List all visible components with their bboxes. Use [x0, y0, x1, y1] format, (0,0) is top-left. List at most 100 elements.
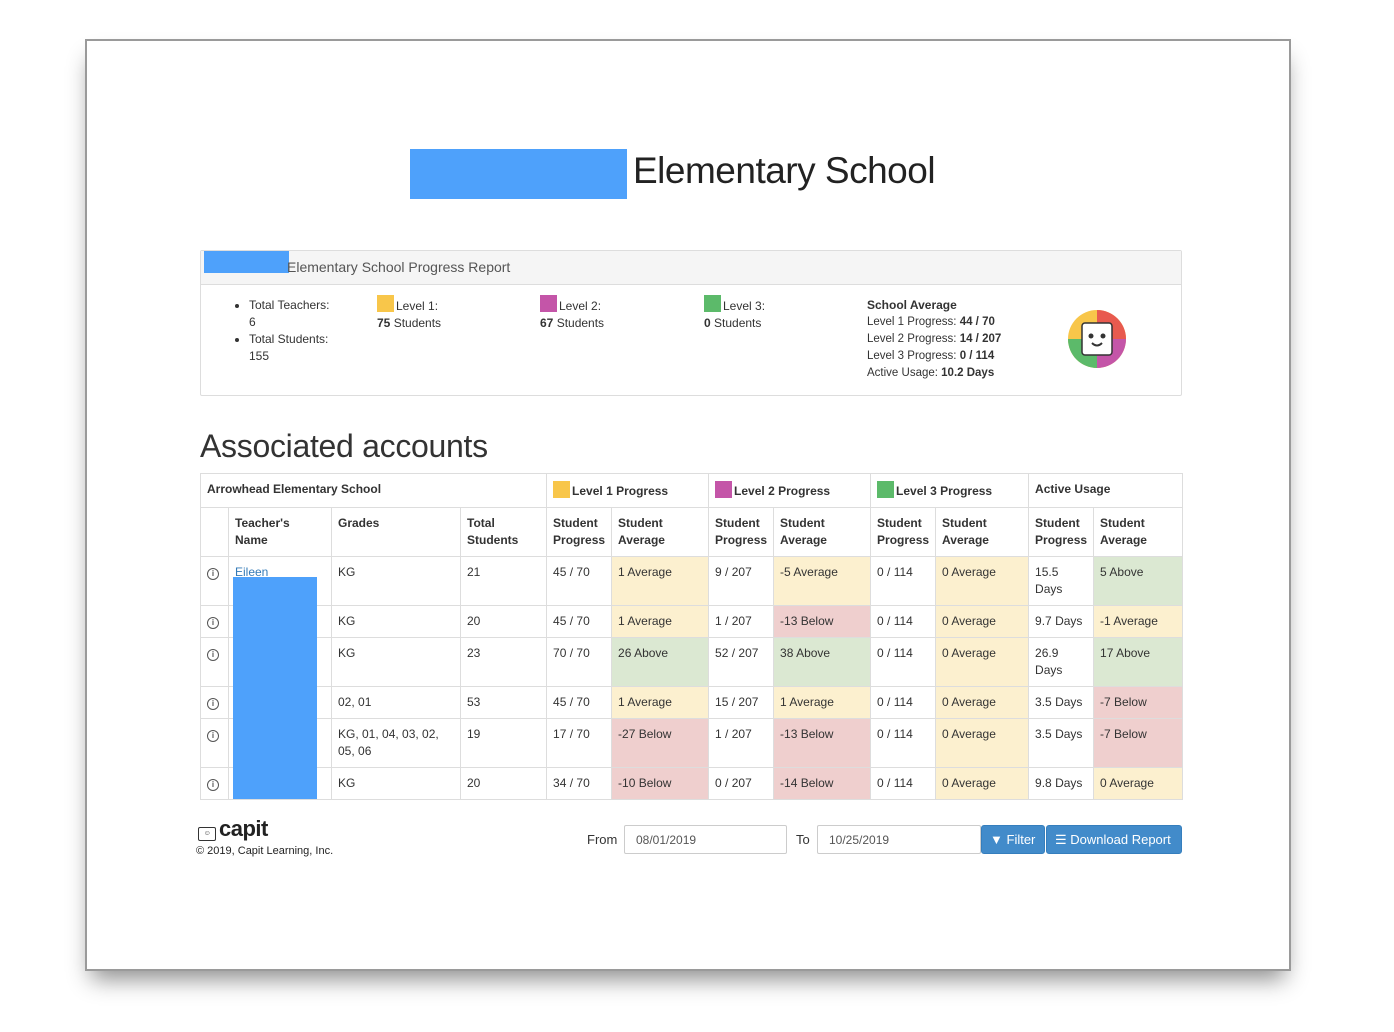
row-info-cell[interactable]: i: [200, 767, 229, 800]
level-2-average-cell: 1 Average: [773, 686, 872, 719]
level-2-progress-cell: 52 / 207: [708, 637, 775, 687]
level-1-count: 75: [377, 316, 391, 330]
level-3-average-cell: 0 Average: [935, 767, 1030, 800]
column-header: Student Progress: [870, 507, 937, 557]
panel-heading-text: Elementary School Progress Report: [287, 259, 511, 275]
level-3-progress-cell: 0 / 114: [870, 767, 937, 800]
usage-progress-cell: 15.5 Days: [1028, 556, 1095, 606]
level-3-average-cell: 0 Average: [935, 556, 1030, 606]
column-header: Student Average: [935, 507, 1030, 557]
level-2-average-cell: -13 Below: [773, 718, 872, 768]
level-3-progress-cell: 0 / 114: [870, 605, 937, 638]
level-1-suffix: Students: [390, 316, 442, 330]
table-group-header: Arrowhead Elementary School Level 1 Prog…: [199, 473, 1184, 508]
info-icon[interactable]: i: [207, 568, 219, 580]
active-usage-group-header: Active Usage: [1028, 473, 1184, 508]
row-info-cell[interactable]: i: [200, 556, 229, 606]
column-header: Student Progress: [1028, 507, 1095, 557]
usage-progress-cell: 26.9 Days: [1028, 637, 1095, 687]
info-icon[interactable]: i: [207, 779, 219, 791]
column-header: Student Average: [611, 507, 710, 557]
info-icon[interactable]: i: [207, 698, 219, 710]
avg-level-3-label: Level 3 Progress:: [867, 350, 960, 362]
redacted-teacher-names: [233, 577, 317, 799]
level-2-group-header: Level 2 Progress: [708, 473, 872, 508]
level-1-average-cell: 1 Average: [611, 605, 710, 638]
to-date-input[interactable]: [817, 825, 981, 854]
level-1-group-header: Level 1 Progress: [546, 473, 710, 508]
level-1-label: Level 1:: [396, 299, 439, 313]
column-header: Grades: [331, 507, 461, 557]
column-header: Total Students: [459, 507, 548, 557]
level-1-group-label: Level 1 Progress: [572, 484, 669, 498]
school-name-header: Arrowhead Elementary School: [199, 473, 548, 508]
grades-cell: KG: [331, 605, 461, 638]
level-1-average-cell: -10 Below: [611, 767, 710, 800]
total-students-cell: 20: [459, 767, 548, 800]
level-2-progress-cell: 1 / 207: [708, 605, 775, 638]
table-row: i KG 20 45 / 70 1 Average 1 / 207 -13 Be…: [200, 605, 1184, 638]
capit-mascot-icon: [1068, 310, 1126, 368]
level-2-progress-cell: 0 / 207: [708, 767, 775, 800]
row-info-cell[interactable]: i: [200, 637, 229, 687]
page-title: Elementary School: [633, 150, 936, 191]
row-info-cell[interactable]: i: [200, 686, 229, 719]
row-info-cell[interactable]: i: [200, 718, 229, 768]
teacher-name-link[interactable]: Eileen: [235, 565, 269, 579]
table-row: i 02, 01 53 45 / 70 1 Average 15 / 207 1…: [200, 686, 1184, 719]
total-teachers: Total Teachers: 6: [249, 297, 339, 331]
info-icon[interactable]: i: [207, 617, 219, 629]
school-average: School Average Level 1 Progress: 44 / 70…: [867, 297, 1001, 382]
usage-average-cell: 17 Above: [1093, 637, 1184, 687]
avg-level-1-label: Level 1 Progress:: [867, 316, 960, 328]
level-1-average-cell: 1 Average: [611, 556, 710, 606]
avg-usage-label: Active Usage:: [867, 367, 942, 379]
table-row: i KG 20 34 / 70 -10 Below 0 / 207 -14 Be…: [200, 767, 1184, 800]
panel-heading: Elementary School Progress Report: [201, 251, 1181, 285]
column-header: Student Average: [773, 507, 872, 557]
avg-level-3-value: 0 / 114: [959, 350, 995, 362]
column-header-info: [200, 507, 229, 557]
level-2-progress-cell: 15 / 207: [708, 686, 775, 719]
info-icon[interactable]: i: [207, 649, 219, 661]
usage-average-cell: 0 Average: [1093, 767, 1184, 800]
level-2-average-cell: -13 Below: [773, 605, 872, 638]
level-2-suffix: Students: [553, 316, 605, 330]
level-3-count: 0: [704, 316, 711, 330]
table-row: i Eileen KG 21 45 / 70 1 Average 9 / 207…: [200, 556, 1184, 606]
from-date-input[interactable]: [624, 825, 787, 854]
level-3-summary: Level 3: 0 Students: [704, 295, 765, 332]
column-header: Student Progress: [708, 507, 775, 557]
level-1-progress-cell: 34 / 70: [546, 767, 613, 800]
school-stats-list: Total Teachers: 6 Total Students: 155: [231, 297, 339, 365]
usage-average-cell: -7 Below: [1093, 718, 1184, 768]
grades-cell: 02, 01: [331, 686, 461, 719]
filter-button[interactable]: ▼ Filter: [981, 825, 1045, 854]
level-3-group-swatch: [877, 481, 895, 498]
capit-logo-text: capit: [219, 816, 268, 841]
level-1-average-cell: -27 Below: [611, 718, 710, 768]
table-row: i KG, 01, 04, 03, 02, 05, 06 19 17 / 70 …: [200, 718, 1184, 768]
row-info-cell[interactable]: i: [200, 605, 229, 638]
avg-usage-value: 10.2 Days: [941, 367, 995, 379]
capit-logo: ☺ capit: [198, 816, 268, 842]
column-header: Student Average: [1093, 507, 1184, 557]
level-2-label: Level 2:: [559, 299, 602, 313]
usage-progress-cell: 3.5 Days: [1028, 686, 1095, 719]
section-title: Associated accounts: [200, 428, 488, 464]
avg-level-2-label: Level 2 Progress:: [867, 333, 960, 345]
download-report-button[interactable]: ☰ Download Report: [1046, 825, 1182, 854]
info-icon[interactable]: i: [207, 730, 219, 742]
level-3-group-label: Level 3 Progress: [896, 484, 993, 498]
level-1-progress-cell: 45 / 70: [546, 605, 613, 638]
school-average-heading: School Average: [867, 298, 957, 312]
avg-level-1-value: 44 / 70: [959, 316, 995, 328]
redacted-school-name: [410, 149, 627, 199]
level-3-group-header: Level 3 Progress: [870, 473, 1030, 508]
level-2-average-cell: -5 Average: [773, 556, 872, 606]
level-3-average-cell: 0 Average: [935, 686, 1030, 719]
level-2-group-swatch: [715, 481, 733, 498]
total-students-cell: 53: [459, 686, 548, 719]
book-icon: ☺: [198, 827, 216, 841]
progress-report-panel: Elementary School Progress Report Total …: [200, 250, 1182, 396]
